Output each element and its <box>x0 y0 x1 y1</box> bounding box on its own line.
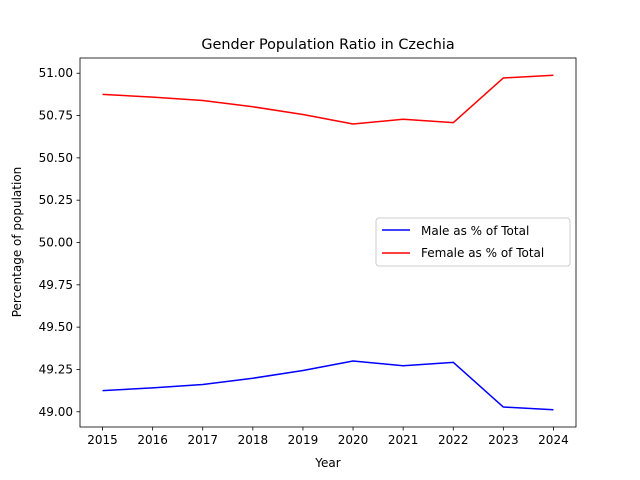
x-axis-label: Year <box>314 456 340 470</box>
x-tick-label: 2022 <box>438 433 469 447</box>
series-lines <box>102 74 554 411</box>
legend-frame <box>375 217 571 267</box>
y-axis-ticks: 49.00 49.25 49.50 49.75 50.00 50.25 50.50 50.75… <box>39 66 80 419</box>
legend-label-male: Male as % of Total <box>421 224 529 238</box>
x-tick-label: 2024 <box>538 433 569 447</box>
x-tick-label: 2019 <box>288 433 319 447</box>
x-tick-label: 2016 <box>137 433 168 447</box>
y-tick-label: 50.75 <box>39 109 73 123</box>
x-tick-label: 2017 <box>187 433 218 447</box>
y-axis-label: Percentage of population <box>10 167 24 318</box>
x-axis-ticks: 2015 2016 2017 2018 2019 2020 2021 2022 2023 2024 <box>87 427 569 447</box>
x-tick-label: 2018 <box>238 433 269 447</box>
plot-area: 2015 2016 2017 2018 2019 2020 2021 2022 2023 2024… <box>39 57 577 447</box>
y-tick-label: 51.00 <box>39 66 73 80</box>
legend: Male as % of Total Female as % of Total <box>375 217 571 267</box>
legend-label-female: Female as % of Total <box>421 246 544 260</box>
chart-title: Gender Population Ratio in Czechia <box>201 37 454 53</box>
y-tick-label: 49.25 <box>39 362 73 376</box>
series-line-female <box>102 74 554 125</box>
y-tick-label: 50.00 <box>39 236 73 250</box>
y-tick-label: 50.50 <box>39 151 73 165</box>
y-tick-label: 49.50 <box>39 320 73 334</box>
x-tick-label: 2021 <box>388 433 419 447</box>
x-tick-label: 2023 <box>488 433 519 447</box>
x-tick-label: 2015 <box>87 433 118 447</box>
y-tick-label: 49.00 <box>39 405 73 419</box>
x-tick-label: 2020 <box>338 433 369 447</box>
y-tick-label: 50.25 <box>39 193 73 207</box>
y-tick-label: 49.75 <box>39 278 73 292</box>
series-line-male <box>102 360 554 411</box>
